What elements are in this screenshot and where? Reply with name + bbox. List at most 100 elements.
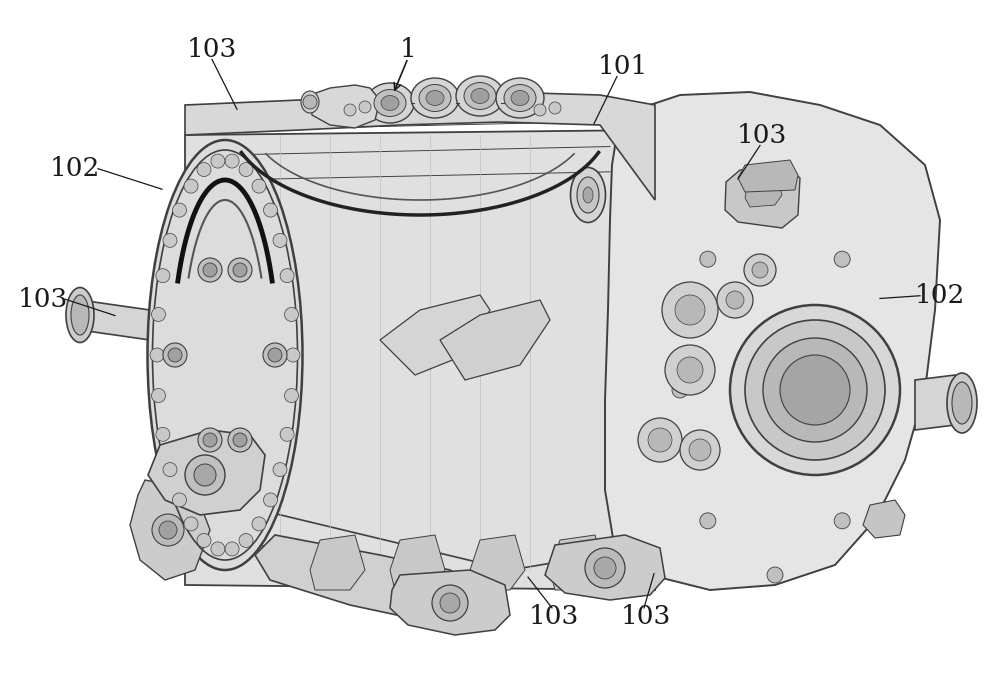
Polygon shape xyxy=(185,130,655,590)
Ellipse shape xyxy=(496,78,544,118)
Polygon shape xyxy=(915,375,965,430)
Circle shape xyxy=(680,430,720,470)
Polygon shape xyxy=(185,92,655,200)
Ellipse shape xyxy=(504,85,536,111)
Circle shape xyxy=(203,263,217,277)
Text: 103: 103 xyxy=(737,123,787,148)
Polygon shape xyxy=(550,535,605,590)
Circle shape xyxy=(745,320,885,460)
Ellipse shape xyxy=(184,517,198,531)
Circle shape xyxy=(194,464,216,486)
Ellipse shape xyxy=(419,85,451,111)
Ellipse shape xyxy=(197,533,211,548)
Circle shape xyxy=(359,101,371,113)
Ellipse shape xyxy=(374,89,406,117)
Ellipse shape xyxy=(286,348,300,362)
Circle shape xyxy=(585,548,625,588)
Circle shape xyxy=(233,433,247,447)
Circle shape xyxy=(689,439,711,461)
Circle shape xyxy=(432,585,468,621)
Circle shape xyxy=(677,357,703,383)
Ellipse shape xyxy=(264,493,278,507)
Circle shape xyxy=(763,338,867,442)
Ellipse shape xyxy=(285,307,299,322)
Ellipse shape xyxy=(273,462,287,477)
Circle shape xyxy=(700,513,716,529)
Ellipse shape xyxy=(381,96,399,111)
Ellipse shape xyxy=(148,140,302,570)
Circle shape xyxy=(233,263,247,277)
Ellipse shape xyxy=(411,78,459,118)
Ellipse shape xyxy=(156,428,170,441)
Circle shape xyxy=(700,251,716,267)
Ellipse shape xyxy=(583,187,593,203)
Circle shape xyxy=(638,418,682,462)
Circle shape xyxy=(198,258,222,282)
Ellipse shape xyxy=(211,542,225,556)
Circle shape xyxy=(780,355,850,425)
Text: 103: 103 xyxy=(18,287,68,311)
Circle shape xyxy=(303,95,317,109)
Ellipse shape xyxy=(71,295,89,335)
Ellipse shape xyxy=(456,76,504,116)
Polygon shape xyxy=(148,430,265,515)
Text: 1: 1 xyxy=(400,37,416,61)
Polygon shape xyxy=(310,85,380,128)
Ellipse shape xyxy=(252,179,266,193)
Circle shape xyxy=(675,295,705,325)
Polygon shape xyxy=(440,300,550,380)
Circle shape xyxy=(834,513,850,529)
Circle shape xyxy=(440,593,460,613)
Polygon shape xyxy=(310,535,365,590)
Ellipse shape xyxy=(264,203,278,217)
Ellipse shape xyxy=(172,493,186,507)
Ellipse shape xyxy=(285,389,299,402)
Circle shape xyxy=(717,282,753,318)
Ellipse shape xyxy=(570,167,606,223)
Polygon shape xyxy=(605,92,940,590)
Circle shape xyxy=(594,557,616,579)
Circle shape xyxy=(159,521,177,539)
Ellipse shape xyxy=(163,462,177,477)
Circle shape xyxy=(672,382,688,398)
Text: 101: 101 xyxy=(598,54,648,79)
Ellipse shape xyxy=(239,163,253,176)
Ellipse shape xyxy=(156,268,170,283)
Circle shape xyxy=(726,291,744,309)
Polygon shape xyxy=(545,535,665,600)
Ellipse shape xyxy=(952,382,972,424)
Ellipse shape xyxy=(225,542,239,556)
Ellipse shape xyxy=(301,91,319,113)
Text: 102: 102 xyxy=(50,156,100,181)
Circle shape xyxy=(198,428,222,452)
Circle shape xyxy=(263,343,287,367)
Circle shape xyxy=(549,102,561,114)
Polygon shape xyxy=(738,160,798,192)
Circle shape xyxy=(662,282,718,338)
Ellipse shape xyxy=(252,517,266,531)
Circle shape xyxy=(744,254,776,286)
Ellipse shape xyxy=(947,373,977,433)
Ellipse shape xyxy=(426,91,444,105)
Circle shape xyxy=(152,514,184,546)
Polygon shape xyxy=(725,165,800,228)
Polygon shape xyxy=(80,300,185,345)
Text: 103: 103 xyxy=(187,37,237,61)
Circle shape xyxy=(168,348,182,362)
Circle shape xyxy=(834,251,850,267)
Circle shape xyxy=(862,382,878,398)
Ellipse shape xyxy=(280,428,294,441)
Circle shape xyxy=(730,305,900,475)
Circle shape xyxy=(228,258,252,282)
Circle shape xyxy=(767,567,783,583)
Ellipse shape xyxy=(471,89,489,104)
Ellipse shape xyxy=(366,83,414,123)
Text: 102: 102 xyxy=(915,283,965,308)
Circle shape xyxy=(203,433,217,447)
Polygon shape xyxy=(390,570,510,635)
Ellipse shape xyxy=(151,389,165,402)
Ellipse shape xyxy=(577,177,599,213)
Circle shape xyxy=(534,104,546,116)
Polygon shape xyxy=(130,480,210,580)
Polygon shape xyxy=(380,295,490,375)
